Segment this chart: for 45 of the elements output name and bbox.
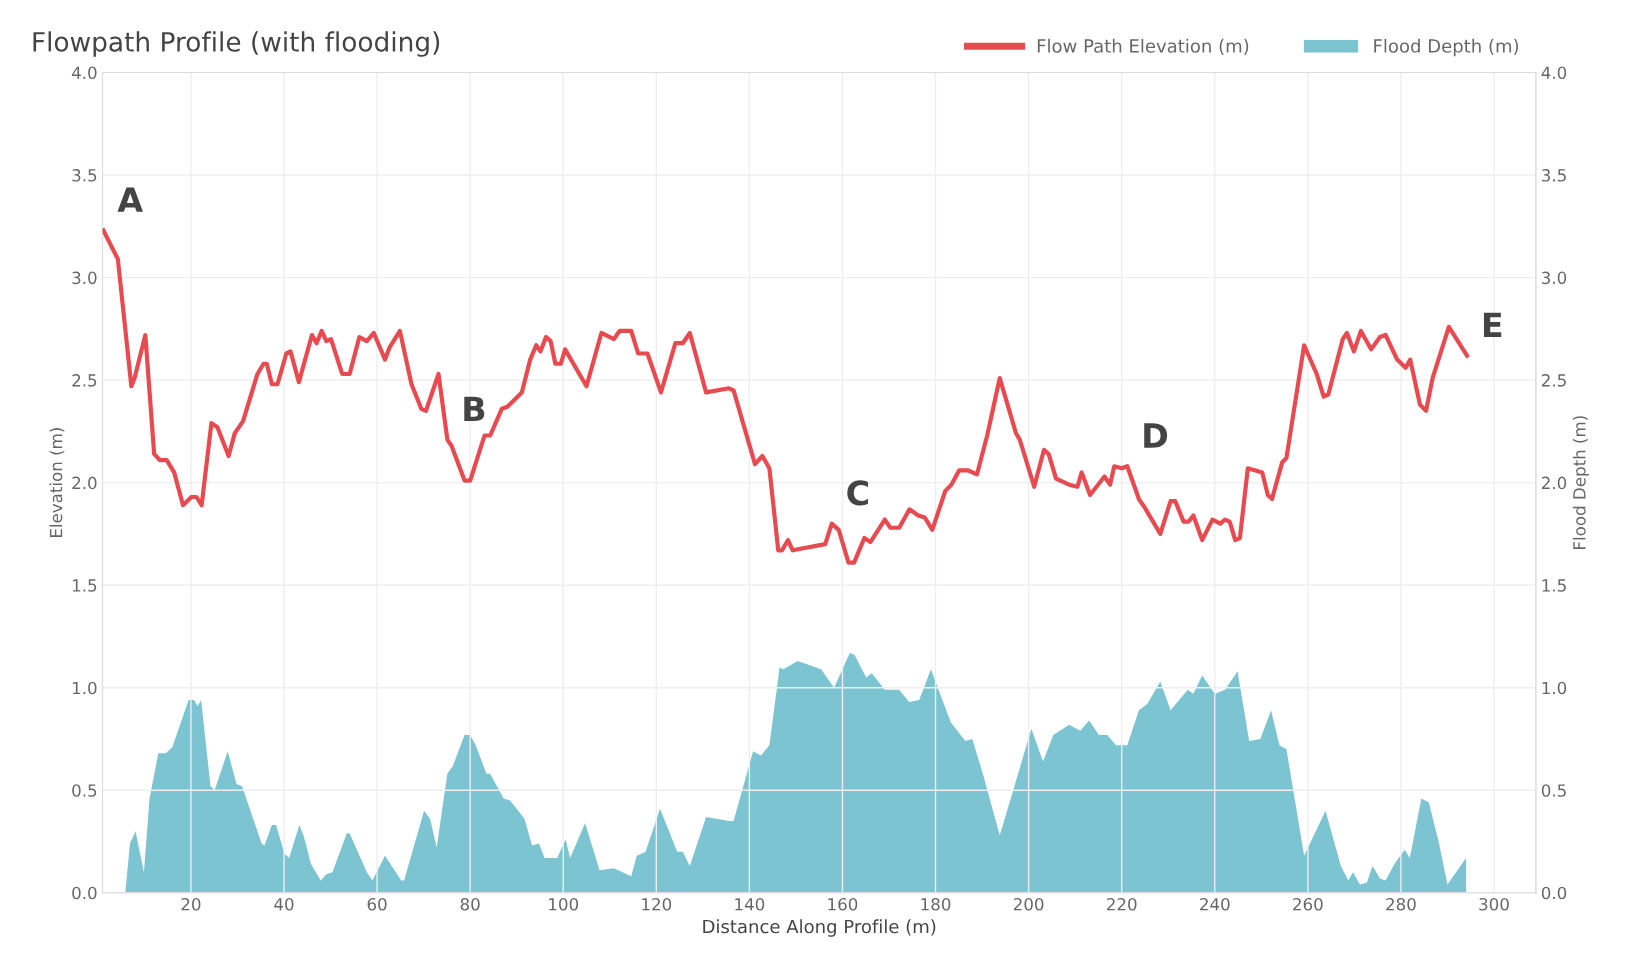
annotation: E (1483, 312, 1502, 337)
chart-title: Flowpath Profile (with flooding) (33, 31, 440, 57)
y2-tick-label: 3.5 (1542, 169, 1566, 182)
annotation: C (847, 480, 868, 506)
x-tick-label: 260 (1293, 897, 1323, 911)
y-tick-label: 3.5 (72, 169, 97, 182)
x-tick-label: 60 (367, 897, 387, 911)
y-tick-label: 2.5 (72, 374, 97, 387)
annotation: A (117, 187, 143, 212)
y2-tick-label: 3.0 (1542, 271, 1567, 285)
line-series (102, 228, 1470, 565)
y2-tick-label: 0.0 (1541, 886, 1567, 900)
x-tick-label: 120 (642, 897, 672, 911)
y2-tick-label: 1.0 (1542, 681, 1567, 695)
x-tick-label: 80 (460, 897, 480, 911)
x-tick-label: 240 (1200, 897, 1230, 911)
y2-axis-title: Flood Depth (m) (1572, 416, 1589, 549)
x-axis-title: Distance Along Profile (m) (703, 919, 936, 937)
y2-tick-label: 2.5 (1541, 374, 1566, 387)
y2-tick-label: 0.5 (1541, 784, 1566, 797)
y2-tick-label: 2.0 (1541, 476, 1567, 490)
annotation: D (1144, 423, 1168, 448)
x-tick-label: 200 (1013, 897, 1044, 911)
x-tick-label: 160 (828, 897, 858, 911)
x-tick-label: 100 (549, 897, 579, 911)
x-tick-label: 20 (181, 897, 201, 911)
y-tick-label: 4.0 (71, 66, 97, 80)
y-tick-label: 1.5 (72, 579, 97, 592)
y2-tick-label: 1.5 (1542, 579, 1566, 592)
y-tick-label: 0.5 (72, 784, 97, 797)
y-axis-title: Elevation (m) (49, 428, 65, 537)
legend-label: Flow Path Elevation (m) (1037, 38, 1249, 55)
x-tick-label: 140 (735, 897, 765, 911)
y-tick-label: 2.0 (72, 476, 97, 490)
x-tick-label: 40 (274, 897, 294, 911)
x-tick-label: 220 (1107, 897, 1137, 911)
y-tick-label: 1.0 (72, 681, 97, 695)
legend-label: Flood Depth (m) (1374, 38, 1519, 57)
x-tick-label: 280 (1386, 897, 1416, 911)
annotation: B (464, 396, 485, 422)
x-tick-label: 180 (921, 897, 951, 911)
y-tick-label: 3.0 (72, 271, 97, 285)
y-tick-label: 0.0 (72, 886, 97, 900)
x-tick-label: 300 (1479, 897, 1509, 911)
y2-tick-label: 4.0 (1541, 66, 1567, 80)
